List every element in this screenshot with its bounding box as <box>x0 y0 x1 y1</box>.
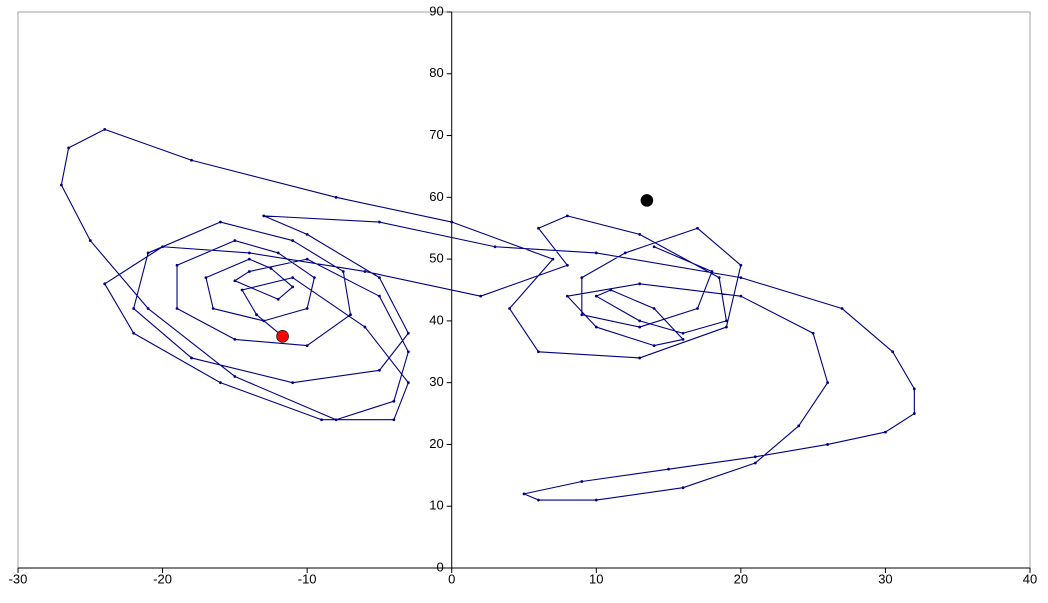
y-tick-label: 40 <box>429 312 443 327</box>
x-tick-label: -30 <box>9 571 28 586</box>
y-tick-label: 60 <box>429 189 443 204</box>
plot-frame <box>17 11 1031 569</box>
trajectory <box>59 127 916 502</box>
y-tick-label: 80 <box>429 65 443 80</box>
y-tick-label: 0 <box>436 559 443 574</box>
y-tick-label: 90 <box>429 3 443 18</box>
x-tick-label: 20 <box>734 571 748 586</box>
point-marker <box>640 194 654 207</box>
y-tick-label: 30 <box>429 374 443 389</box>
x-tick-label: 0 <box>448 571 455 586</box>
x-tick-label: -10 <box>298 571 317 586</box>
x-tick-label: -20 <box>153 571 172 586</box>
y-tick-label: 20 <box>429 436 443 451</box>
y-tick-label: 50 <box>429 251 443 266</box>
x-tick-label: 40 <box>1023 571 1037 586</box>
x-tick-label: 30 <box>878 571 892 586</box>
x-tick-label: 10 <box>589 571 603 586</box>
y-tick-label: 10 <box>429 498 443 513</box>
point-marker <box>276 330 289 343</box>
y-tick-label: 70 <box>429 127 443 142</box>
